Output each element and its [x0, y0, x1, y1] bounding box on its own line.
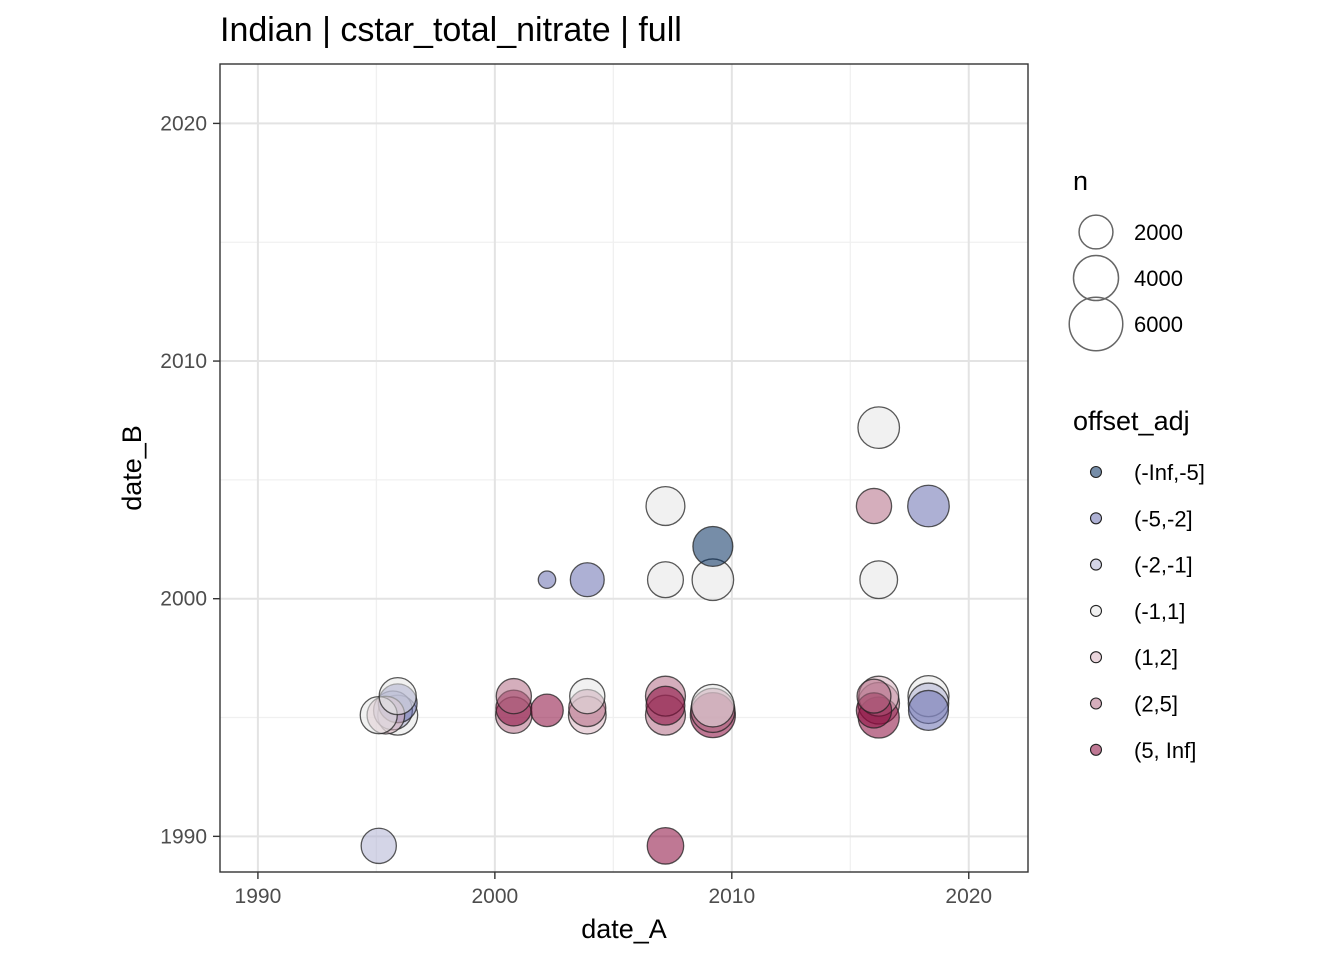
- data-points: [359, 406, 950, 865]
- data-point: [856, 678, 892, 714]
- x-tick-label: 2010: [708, 885, 755, 908]
- data-point: [907, 689, 950, 732]
- color-legend-label: (-1,1]: [1134, 599, 1185, 624]
- size-legend-key: [1078, 214, 1114, 250]
- data-point: [859, 560, 899, 600]
- size-legend: n 2000 4000 6000: [1068, 166, 1183, 352]
- data-point: [569, 677, 606, 715]
- size-legend-label: 4000: [1134, 266, 1183, 291]
- color-legend-label: (-5,-2]: [1134, 506, 1193, 531]
- y-tick-label: 2020: [160, 112, 207, 135]
- size-legend-label: 2000: [1134, 220, 1183, 245]
- x-axis: 1990 2000 2010 2020: [235, 872, 992, 908]
- grid-major: [220, 64, 1028, 872]
- data-point: [537, 570, 557, 590]
- data-point: [360, 827, 397, 865]
- grid-minor: [220, 64, 1028, 872]
- color-legend-key: [1089, 465, 1103, 479]
- color-legend-key: [1089, 512, 1103, 525]
- y-axis-title: date_B: [117, 425, 147, 511]
- data-point: [569, 562, 605, 598]
- color-legend-key: [1089, 604, 1103, 617]
- color-legend-label: (-2,-1]: [1134, 553, 1193, 578]
- size-legend-label: 6000: [1134, 312, 1183, 337]
- y-tick-label: 2010: [160, 350, 207, 373]
- data-point: [645, 485, 686, 527]
- size-legend-title: n: [1073, 166, 1088, 196]
- x-tick-label: 2020: [945, 885, 992, 908]
- data-point: [378, 676, 417, 716]
- color-legend-title: offset_adj: [1073, 406, 1190, 436]
- data-point: [645, 685, 686, 726]
- color-legend-key: [1089, 743, 1103, 756]
- size-legend-key: [1068, 296, 1124, 352]
- color-legend-label: (1,2]: [1134, 645, 1178, 670]
- color-legend-key: [1089, 558, 1103, 571]
- data-point: [857, 406, 901, 450]
- data-point: [907, 484, 950, 528]
- color-legend: offset_adj (-Inf,-5] (-5,-2] (-2,-1] (-1,1]…: [1073, 406, 1205, 763]
- chart-title: Indian | cstar_total_nitrate | full: [220, 11, 682, 49]
- data-point: [692, 525, 734, 568]
- plot-panel-background: [220, 64, 1028, 872]
- x-axis-title: date_A: [581, 914, 667, 944]
- data-point: [646, 826, 685, 865]
- color-legend-label: (5, Inf]: [1134, 738, 1196, 763]
- y-tick-label: 2000: [160, 588, 207, 611]
- data-point: [530, 693, 564, 728]
- data-point: [495, 677, 533, 715]
- x-tick-label: 2000: [472, 885, 519, 908]
- color-legend-key: [1089, 697, 1103, 710]
- color-legend-label: (2,5]: [1134, 692, 1178, 717]
- data-point: [690, 683, 735, 728]
- data-point: [646, 561, 685, 599]
- data-point: [855, 487, 893, 525]
- size-legend-key: [1072, 254, 1120, 302]
- color-legend-label: (-Inf,-5]: [1134, 460, 1205, 485]
- x-tick-label: 1990: [235, 885, 282, 908]
- y-axis: 1990 2000 2010 2020: [160, 112, 220, 848]
- color-legend-key: [1089, 651, 1103, 664]
- y-tick-label: 1990: [160, 825, 207, 848]
- plot-panel-border: [219, 63, 1029, 873]
